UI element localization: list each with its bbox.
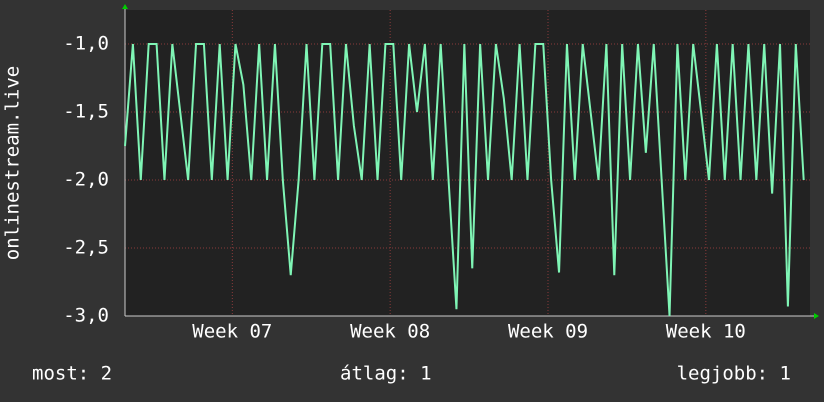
x-tick-label: Week 10 [666, 321, 746, 343]
axis-arrow [814, 313, 819, 319]
y-tick-label: -2,5 [63, 237, 109, 259]
stat-best: legjobb: 1 [677, 363, 791, 385]
y-tick-label: -3,0 [63, 305, 109, 327]
y-tick-label: -1,5 [63, 101, 109, 123]
x-tick-label: Week 07 [192, 321, 272, 343]
x-tick-label: Week 08 [350, 321, 430, 343]
axis-arrow [122, 4, 128, 9]
stat-average: átlag: 1 [340, 363, 432, 385]
y-tick-label: -2,0 [63, 169, 109, 191]
stat-now: most: 2 [32, 363, 112, 385]
x-tick-label: Week 09 [508, 321, 588, 343]
series-line [124, 43, 805, 317]
y-axis-label: onlinestream.live [2, 66, 24, 260]
y-tick-label: -1,0 [63, 33, 109, 55]
